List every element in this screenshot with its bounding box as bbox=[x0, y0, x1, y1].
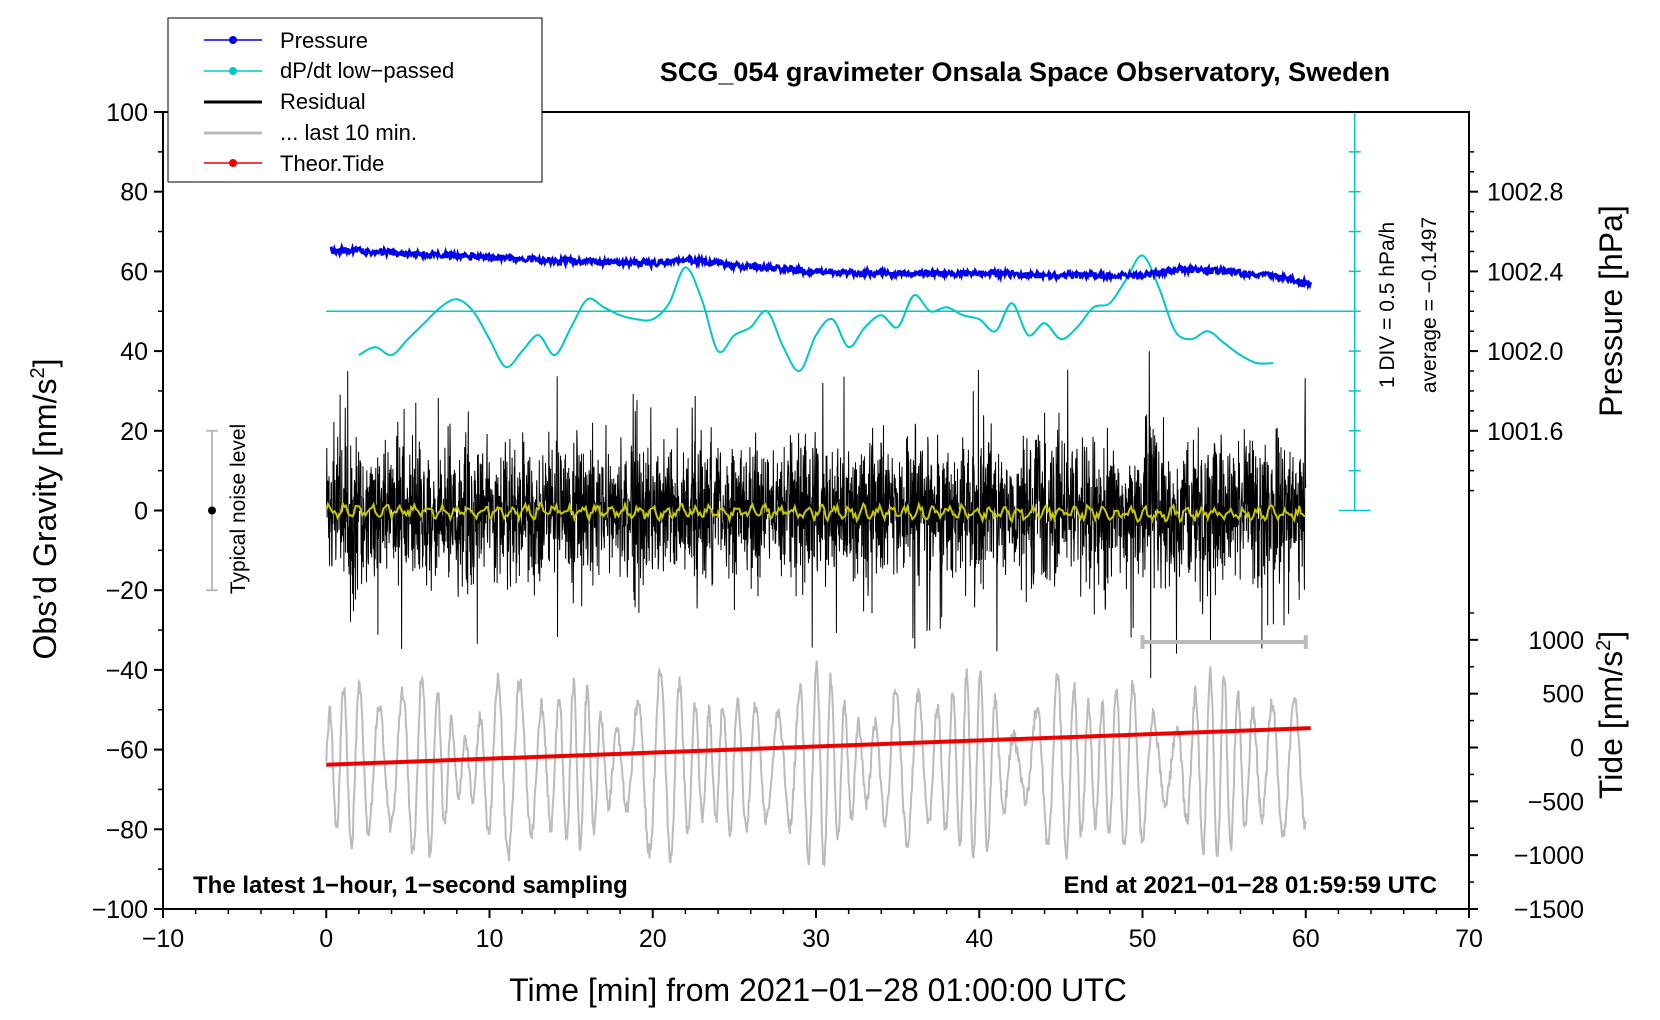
plot-content bbox=[205, 111, 1371, 868]
footer-left: The latest 1−hour, 1−second sampling bbox=[193, 872, 628, 899]
legend-marker bbox=[229, 36, 237, 44]
pressure-axis-label: Pressure [hPa] bbox=[1593, 205, 1629, 417]
y-tick-label: −60 bbox=[106, 737, 148, 765]
y-tick-label: −80 bbox=[106, 816, 148, 844]
tide-axis-label: Tide [nm/s2] bbox=[1593, 631, 1629, 799]
noise-level-dot bbox=[207, 506, 216, 515]
tide-axis-ticks: 1000 500 0 −500 −1000 −1500 bbox=[1469, 612, 1584, 924]
legend-label: Pressure bbox=[280, 28, 368, 53]
series-residual-smoothed bbox=[325, 499, 1306, 525]
tide-tick-label: 0 bbox=[1570, 735, 1584, 763]
tide-tick-label: 1000 bbox=[1528, 627, 1584, 655]
x-tick-label: 70 bbox=[1455, 925, 1483, 953]
legend-label: ... last 10 min. bbox=[280, 120, 417, 145]
y-tick-label: 40 bbox=[120, 338, 148, 366]
legend-marker bbox=[229, 67, 237, 75]
noise-level-label: Typical noise level bbox=[227, 424, 250, 594]
series-dpdt-low-passed bbox=[358, 254, 1274, 373]
y-left-axis-ticks: 100 80 60 40 20 0 −20 −40 −60 −80 −100 bbox=[92, 99, 163, 924]
dpdt-scale-label: 1 DIV = 0.5 hPa/h bbox=[1376, 222, 1399, 388]
footer-right: End at 2021−01−28 01:59:59 UTC bbox=[1063, 872, 1437, 899]
x-axis-label: Time [min] from 2021−01−28 01:00:00 UTC bbox=[509, 972, 1127, 1008]
pressure-tick-label: 1002.0 bbox=[1487, 338, 1563, 366]
series-theor-tide bbox=[326, 726, 1311, 767]
tide-tick-label: −500 bbox=[1528, 788, 1584, 816]
pressure-tick-label: 1002.4 bbox=[1487, 258, 1564, 286]
tide-tick-label: −1000 bbox=[1514, 842, 1584, 870]
legend-label: dP/dt low−passed bbox=[280, 58, 454, 83]
y-tick-label: 60 bbox=[120, 258, 148, 286]
series-last-10-min bbox=[325, 660, 1307, 868]
legend-marker bbox=[229, 159, 237, 167]
series-pressure bbox=[329, 242, 1313, 291]
y-tick-label: −20 bbox=[106, 577, 148, 605]
legend-label: Residual bbox=[280, 89, 366, 114]
y-tick-label: 100 bbox=[106, 99, 148, 127]
x-tick-label: 30 bbox=[802, 925, 830, 953]
y-tick-label: −40 bbox=[106, 657, 148, 685]
x-tick-label: 60 bbox=[1292, 925, 1320, 953]
x-tick-label: 0 bbox=[319, 925, 333, 953]
x-tick-label: 40 bbox=[965, 925, 993, 953]
y-left-axis-label: Obs’d Gravity [nm/s2] bbox=[27, 359, 63, 660]
dpdt-average-label: average = −0.1497 bbox=[1418, 217, 1441, 393]
x-tick-label: 10 bbox=[476, 925, 504, 953]
x-tick-label: 20 bbox=[639, 925, 667, 953]
x-tick-label: −10 bbox=[142, 925, 184, 953]
tide-tick-label: −1500 bbox=[1514, 896, 1584, 924]
legend-label: Theor.Tide bbox=[280, 151, 384, 176]
chart-title: SCG_054 gravimeter Onsala Space Observat… bbox=[660, 57, 1390, 87]
y-tick-label: 80 bbox=[120, 179, 148, 207]
pressure-tick-label: 1002.8 bbox=[1487, 179, 1563, 207]
y-tick-label: 20 bbox=[120, 418, 148, 446]
series-residual bbox=[325, 351, 1307, 678]
y-tick-label: −100 bbox=[92, 896, 148, 924]
x-axis-ticks: −10 0 10 20 30 40 50 60 70 bbox=[142, 909, 1483, 953]
legend: Pressure dP/dt low−passed Residual ... l… bbox=[167, 17, 543, 183]
legend-box bbox=[167, 17, 543, 183]
pressure-tick-label: 1001.6 bbox=[1487, 418, 1563, 446]
pressure-axis-ticks: 1002.8 1002.4 1002.0 1001.6 bbox=[1469, 151, 1564, 492]
x-tick-label: 50 bbox=[1129, 925, 1157, 953]
y-tick-label: 0 bbox=[134, 498, 148, 526]
tide-tick-label: 500 bbox=[1542, 681, 1584, 709]
